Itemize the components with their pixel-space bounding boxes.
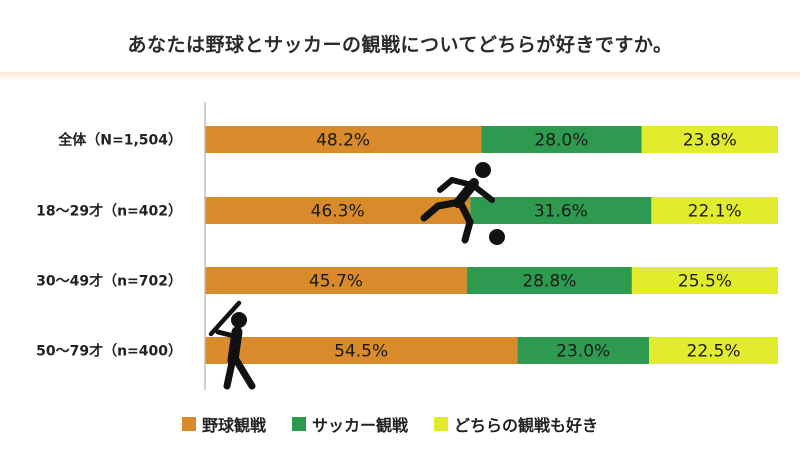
- bar-baseball-0: [205, 126, 482, 153]
- value-label-baseball-1: 46.3%: [311, 202, 365, 222]
- legend-swatch-baseball: [182, 417, 196, 431]
- bar-both-1: [651, 197, 778, 224]
- bar-soccer-3: [517, 337, 650, 364]
- value-label-both-2: 25.5%: [678, 272, 732, 292]
- legend-label-soccer: サッカー観戦: [312, 416, 409, 435]
- value-label-baseball-0: 48.2%: [316, 131, 370, 151]
- value-label-soccer-0: 28.0%: [534, 131, 588, 151]
- chart-title: あなたは野球とサッカーの観戦についてどちらが好きですか。: [127, 34, 673, 56]
- value-label-soccer-3: 23.0%: [556, 342, 610, 362]
- category-label-1: 18～29才（n=402）: [36, 203, 182, 220]
- bar-soccer-1: [470, 197, 652, 224]
- bar-soccer-2: [466, 267, 632, 294]
- bar-both-3: [649, 337, 778, 364]
- bar-baseball-3: [205, 337, 518, 364]
- bar-both-2: [631, 267, 778, 294]
- category-label-2: 30～49才（n=702）: [36, 273, 182, 290]
- title-divider: [0, 72, 800, 80]
- baseball-batter-icon: [208, 300, 256, 390]
- value-label-baseball-3: 54.5%: [334, 342, 388, 362]
- legend-swatch-soccer: [292, 417, 307, 431]
- soccer-player-icon: [420, 162, 505, 245]
- value-label-soccer-1: 31.6%: [534, 202, 588, 222]
- value-label-both-3: 22.5%: [687, 342, 741, 362]
- legend-label-both: どちらの観戦も好き: [454, 416, 599, 435]
- bar-soccer-0: [481, 126, 642, 153]
- bar-both-0: [641, 126, 778, 153]
- category-label-3: 50～79才（n=400）: [36, 343, 182, 360]
- legend-label-baseball: 野球観戦: [202, 416, 267, 435]
- value-label-both-0: 23.8%: [683, 131, 737, 151]
- bar-baseball-2: [205, 267, 467, 294]
- legend-item-soccer: サッカー観戦: [292, 412, 408, 436]
- legend: 野球観戦 サッカー観戦 どちらの観戦も好き: [182, 412, 598, 436]
- value-label-soccer-2: 28.8%: [522, 272, 576, 292]
- category-label-0: 全体（N=1,504）: [57, 132, 182, 149]
- value-label-both-1: 22.1%: [688, 202, 742, 222]
- value-label-baseball-2: 45.7%: [309, 272, 363, 292]
- legend-swatch-both: [434, 417, 449, 431]
- legend-item-baseball: 野球観戦: [182, 412, 266, 436]
- bars-layer: [205, 126, 778, 364]
- labels-layer: 全体（N=1,504） 48.2% 28.0% 23.8% 18～29才（n=402） 4…: [36, 131, 742, 362]
- legend-item-both: どちらの観戦も好き: [434, 412, 598, 436]
